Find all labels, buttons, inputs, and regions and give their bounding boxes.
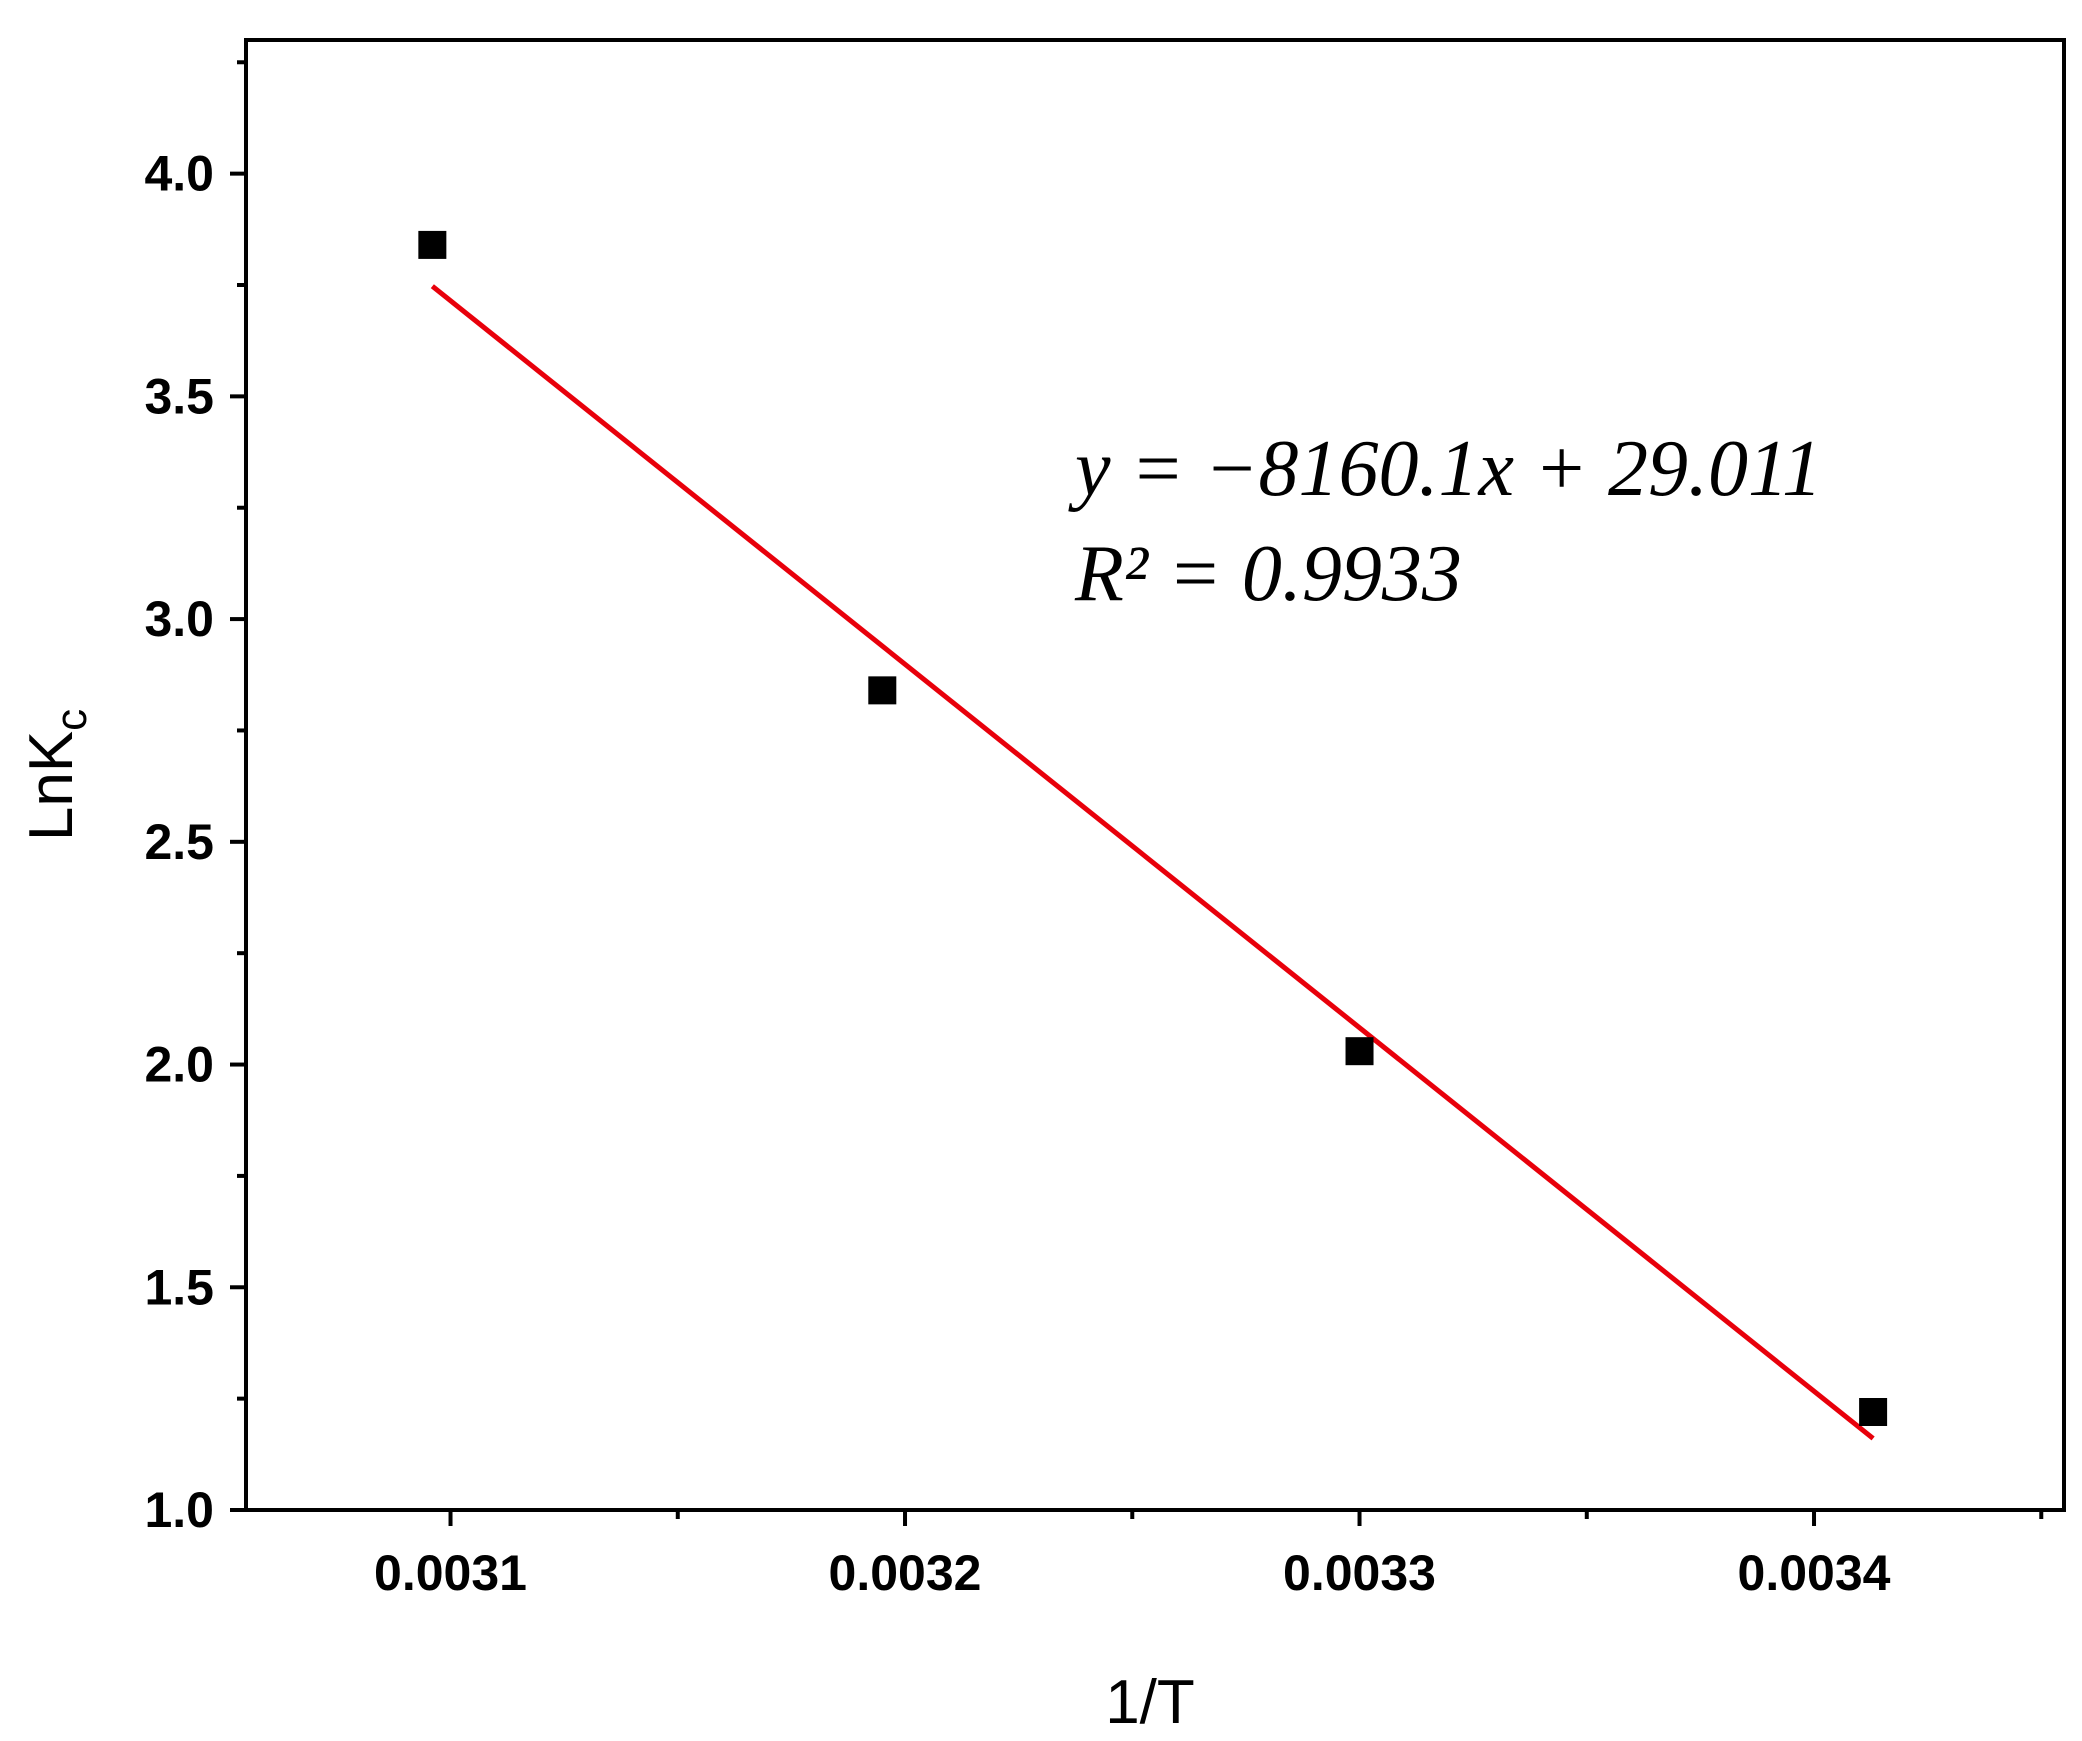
x-tick-label: 0.0031: [374, 1545, 527, 1601]
y-axis-label-subscript: c: [47, 709, 96, 731]
y-tick-label: 3.5: [144, 368, 214, 424]
y-tick-label: 1.5: [144, 1259, 214, 1315]
y-axis-label-main: LnK: [17, 731, 86, 841]
data-point: [418, 230, 447, 259]
data-point: [1345, 1037, 1374, 1066]
fit-line-group: [430, 284, 1875, 1441]
r-squared-annotation: R² = 0.9933: [1074, 530, 1462, 618]
y-tick-label: 3.0: [144, 591, 214, 647]
x-tick-label: 0.0034: [1738, 1545, 1891, 1601]
y-axis-ticks: 1.0 1.5 2.0 2.5 3.0 3.5 4.0: [144, 60, 246, 1538]
svg-text:LnKc: LnKc: [17, 709, 96, 841]
x-tick-label: 0.0033: [1283, 1545, 1436, 1601]
x-tick-label: 0.0032: [829, 1545, 982, 1601]
equation-annotation: y = −8160.1x + 29.011: [1068, 425, 1822, 513]
y-tick-label: 4.0: [144, 146, 214, 202]
x-axis-ticks: 0.0031 0.0032 0.0033 0.0034: [374, 1510, 2044, 1601]
x-axis-label: 1/T: [1105, 1668, 1195, 1737]
y-tick-label: 2.0: [144, 1037, 214, 1093]
data-points: [418, 230, 1888, 1426]
fit-line: [430, 284, 1875, 1441]
data-point: [868, 676, 897, 705]
y-axis-label: LnKc: [17, 709, 96, 841]
plot-frame: [244, 38, 2066, 1512]
y-tick-label: 2.5: [144, 814, 214, 870]
data-point: [1859, 1398, 1888, 1426]
y-tick-label: 1.0: [144, 1482, 214, 1538]
